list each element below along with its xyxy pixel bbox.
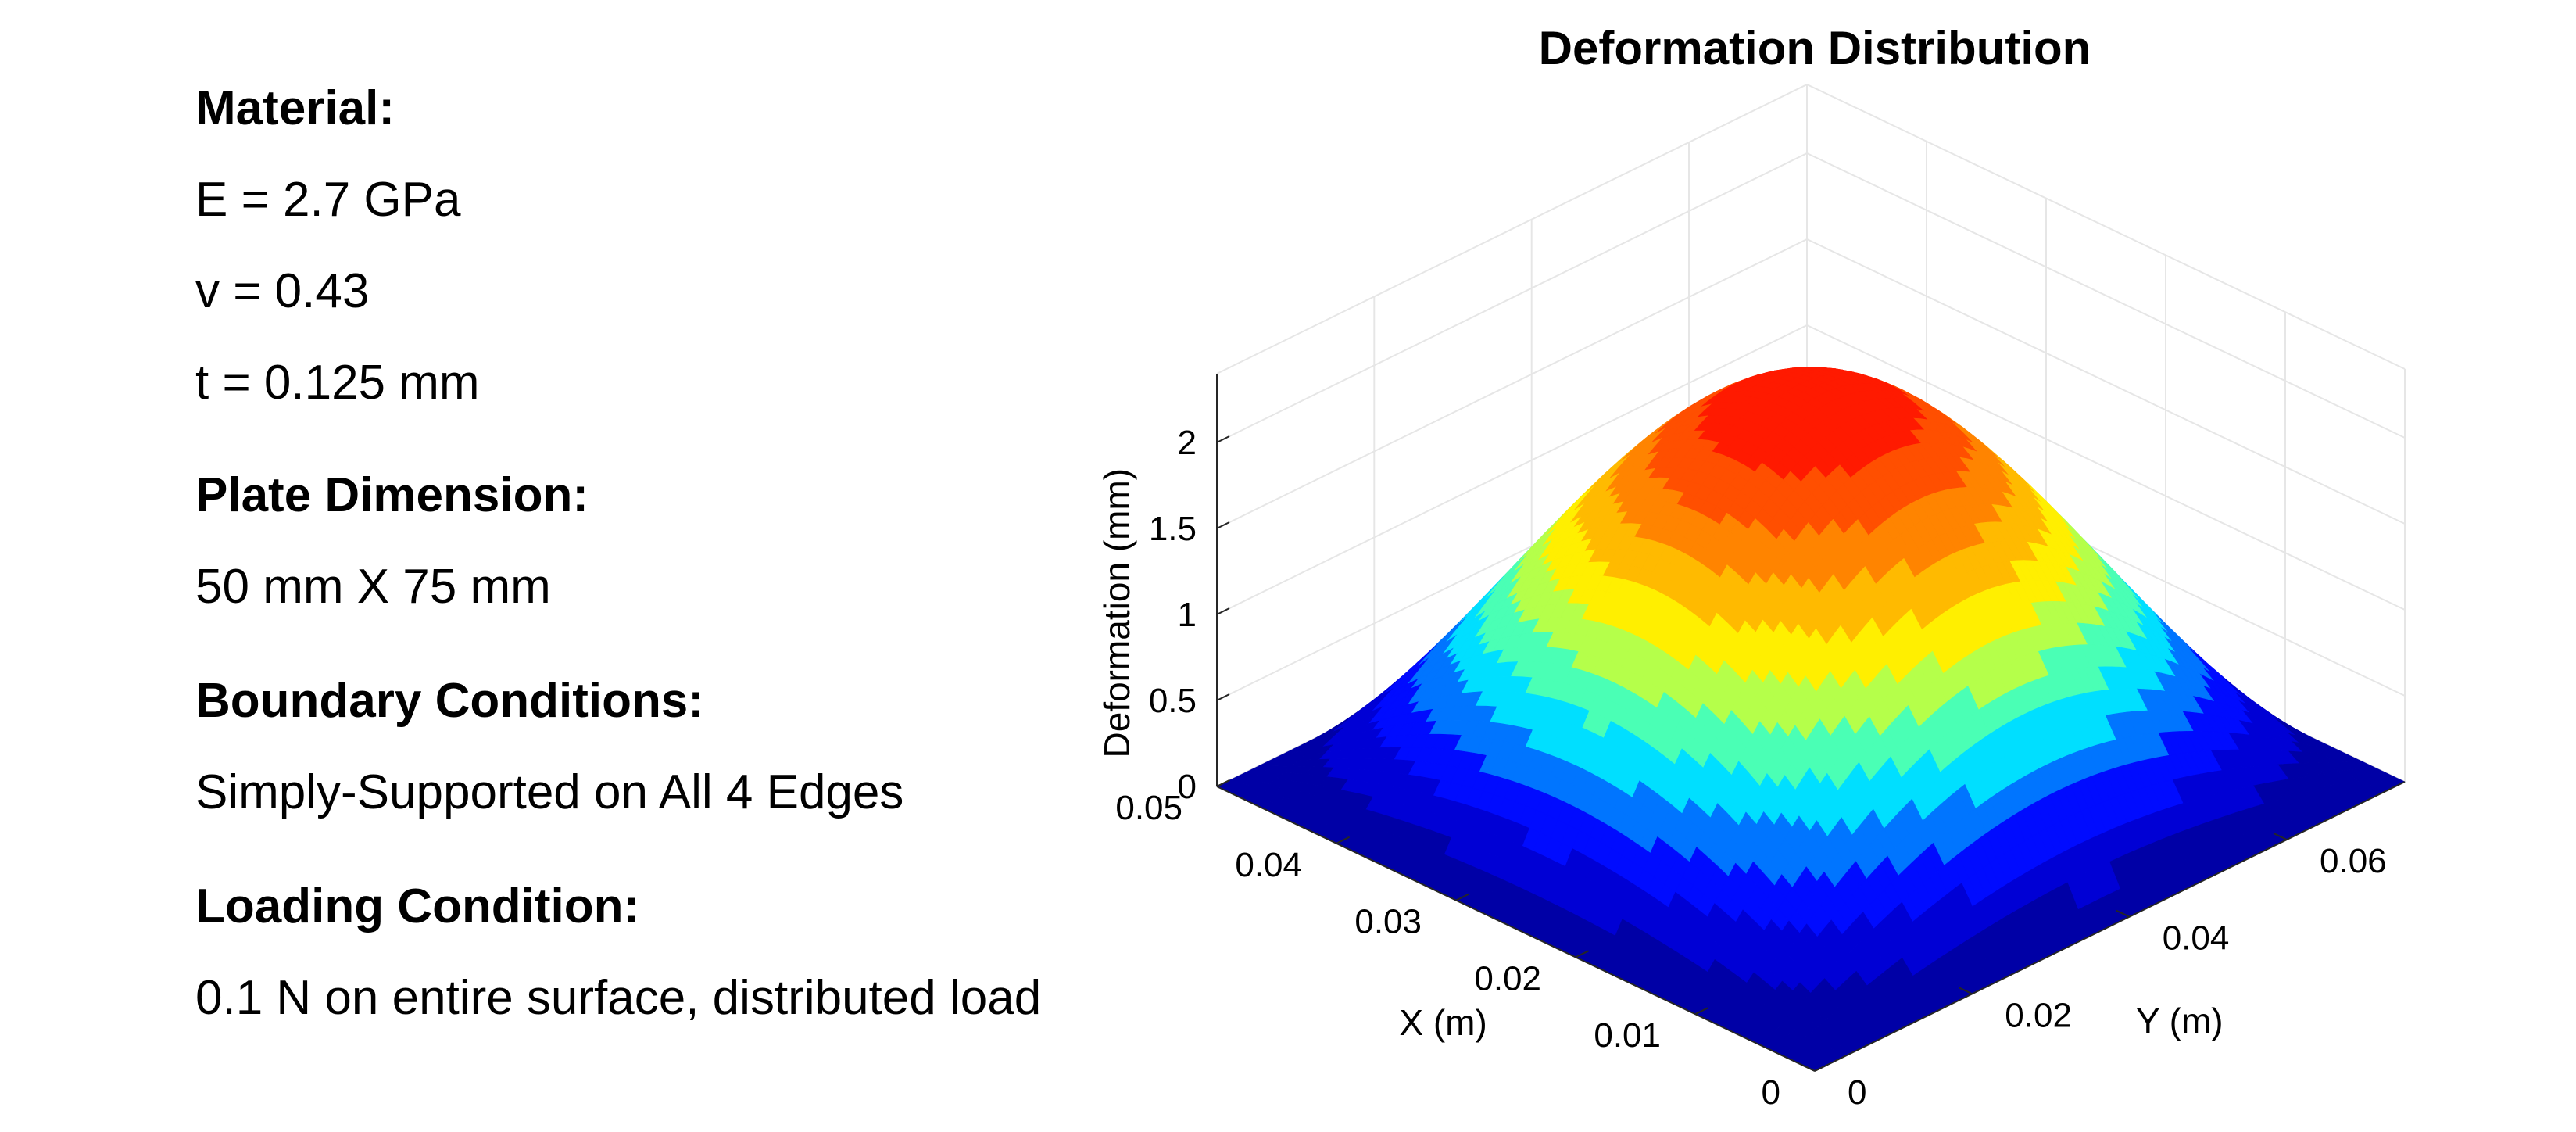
z-tick-label: 0.5 [1149, 682, 1197, 720]
y-tick-label: 0.02 [2005, 996, 2072, 1034]
grid-line [1216, 84, 1808, 374]
x-tick-label: 0.02 [1474, 959, 1541, 998]
plate-dimension-value: 50 mm X 75 mm [195, 560, 551, 614]
z-tick-label: 0 [1178, 768, 1197, 806]
material-heading: Material: [195, 81, 395, 135]
z-tick-label: 1 [1178, 596, 1197, 634]
y-axis-label: Y (m) [2136, 1001, 2224, 1041]
loading-condition-heading: Loading Condition: [195, 879, 640, 933]
z-axis-label: Deformation (mm) [1097, 468, 1137, 758]
y-tick-label: 0.04 [2163, 919, 2230, 958]
grid-line [1216, 324, 1808, 615]
grid-line [1216, 238, 1808, 529]
z-tick [1216, 607, 1230, 615]
x-tick-label: 0 [1762, 1073, 1780, 1112]
z-tick [1216, 521, 1230, 529]
y-tick-label: 0 [1848, 1073, 1866, 1112]
surface-plot: 00.010.020.030.040.0500.020.040.0600.511… [1097, 22, 2406, 1112]
grid-line [1806, 324, 2406, 611]
chart-title: Deformation Distribution [1539, 22, 2091, 74]
z-tick-label: 2 [1178, 424, 1197, 462]
plate-dimension-heading: Plate Dimension: [195, 468, 589, 522]
x-tick-label: 0.01 [1594, 1016, 1661, 1055]
boundary-conditions-value: Simply-Supported on All 4 Edges [195, 765, 904, 819]
x-tick-label: 0.05 [1115, 789, 1182, 827]
x-tick-label: 0.04 [1235, 846, 1302, 884]
x-axis-label: X (m) [1399, 1002, 1487, 1043]
loading-condition-value: 0.1 N on entire surface, distributed loa… [195, 971, 1042, 1025]
y-tick-label: 0.06 [2320, 842, 2387, 880]
grid-line [1806, 152, 2406, 439]
z-tick-label: 1.5 [1149, 510, 1197, 548]
material-poisson-ratio: v = 0.43 [195, 264, 370, 318]
x-tick-label: 0.03 [1354, 903, 1422, 941]
deformation-surface [1216, 367, 2406, 1072]
boundary-conditions-heading: Boundary Conditions: [195, 674, 704, 728]
grid-line [1806, 238, 2406, 525]
z-tick [1216, 693, 1230, 701]
grid-line [1216, 152, 1808, 443]
z-tick [1216, 435, 1230, 443]
material-thickness: t = 0.125 mm [195, 356, 480, 410]
material-modulus: E = 2.7 GPa [195, 173, 461, 227]
grid-line [1806, 84, 2406, 370]
